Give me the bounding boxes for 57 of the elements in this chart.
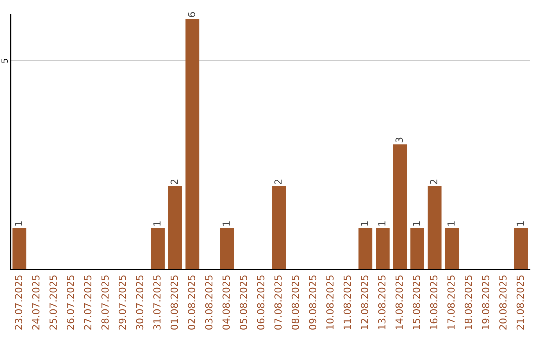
x-tick-label: 07.08.2025	[274, 276, 282, 330]
bar	[514, 228, 528, 270]
data-label: 3	[396, 138, 404, 143]
x-tick-label: 28.07.2025	[102, 276, 109, 330]
bar	[151, 228, 165, 270]
x-tick-label: 20.08.2025	[500, 276, 507, 330]
data-label: 1	[15, 222, 22, 226]
x-tick-label: 03.08.2025	[205, 276, 213, 330]
x-tick-label: 18.08.2025	[464, 276, 472, 330]
x-tick-label: 29.07.2025	[118, 276, 126, 330]
x-tick-label: 01.08.2025	[170, 276, 178, 330]
bar	[358, 228, 373, 270]
x-tick-label: 10.08.2025	[326, 276, 334, 330]
bar	[168, 186, 182, 270]
x-tick-label: 02.08.2025	[188, 276, 196, 330]
bar	[272, 186, 286, 270]
data-label: 1	[413, 222, 420, 226]
x-tick-label: 06.08.2025	[257, 276, 265, 330]
x-tick-label: 26.07.2025	[67, 276, 74, 330]
x-tick-label: 30.07.2025	[136, 276, 144, 330]
x-tick-label: 15.08.2025	[413, 276, 420, 330]
bar	[12, 228, 27, 270]
x-tick-label: 19.08.2025	[482, 276, 490, 330]
data-label: 1	[378, 222, 386, 226]
bar	[393, 144, 408, 270]
x-tick-label: 05.08.2025	[240, 276, 248, 330]
x-tick-label: 04.08.2025	[222, 276, 230, 330]
data-label: 2	[274, 180, 282, 184]
x-tick-label: 31.07.2025	[154, 276, 161, 330]
bar	[428, 186, 442, 270]
bar	[220, 228, 234, 270]
y-tick-label: 5	[2, 59, 8, 63]
data-label: 1	[361, 222, 368, 226]
data-label: 6	[188, 12, 196, 18]
bar	[376, 228, 390, 270]
bar	[186, 19, 200, 270]
x-tick-label: 24.07.2025	[32, 276, 40, 330]
x-tick-label: 25.07.2025	[50, 276, 58, 330]
bar	[410, 228, 424, 270]
x-tick-label: 12.08.2025	[361, 276, 368, 330]
x-tick-label: 23.07.2025	[15, 276, 22, 330]
x-tick-label: 21.08.2025	[516, 276, 524, 330]
data-label: 1	[222, 222, 230, 226]
x-tick-label: 11.08.2025	[344, 276, 352, 330]
x-tick-label: 16.08.2025	[430, 276, 438, 330]
data-label: 2	[430, 180, 438, 184]
bar	[445, 228, 460, 270]
x-tick-label: 13.08.2025	[378, 276, 386, 330]
x-tick-label: 17.08.2025	[448, 276, 455, 330]
data-label: 2	[170, 180, 178, 184]
data-label: 1	[516, 222, 524, 226]
x-tick-label: 14.08.2025	[396, 276, 404, 330]
x-tick-label: 08.08.2025	[292, 276, 300, 330]
x-tick-label: 09.08.2025	[309, 276, 317, 330]
data-label: 1	[448, 222, 455, 226]
x-tick-label: 27.07.2025	[84, 276, 92, 330]
data-label: 1	[154, 222, 161, 226]
